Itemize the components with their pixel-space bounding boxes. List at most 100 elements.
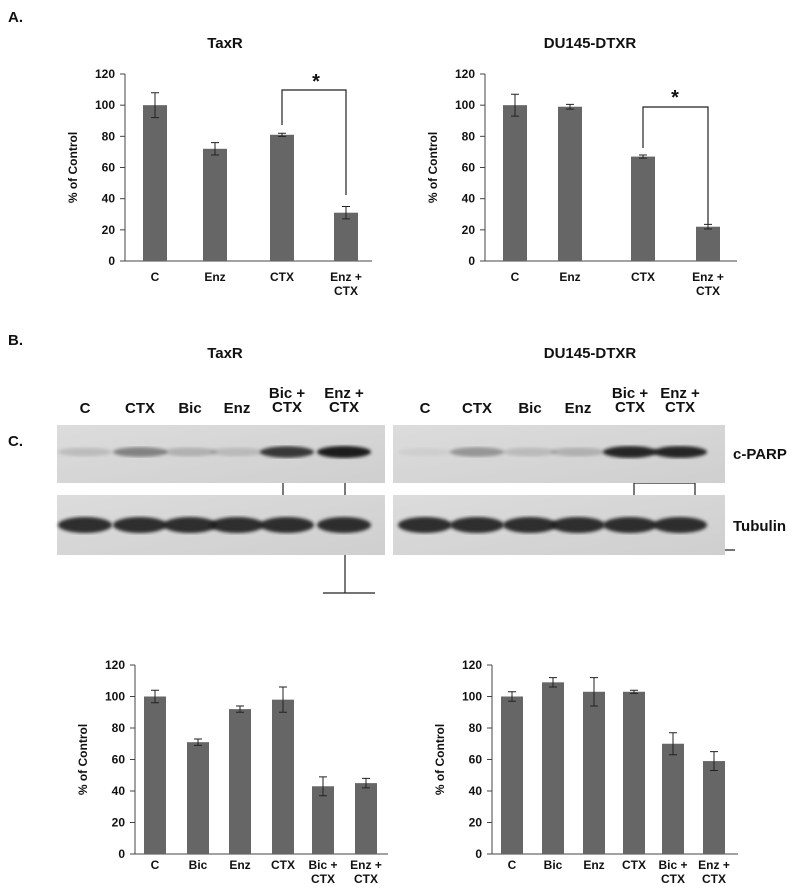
x-tick-label: Enz + CTX: [330, 270, 362, 298]
lane-label: C: [420, 400, 431, 417]
y-tick-label: 80: [102, 129, 116, 143]
blot-band: [551, 517, 605, 533]
x-tick-label: Bic: [544, 858, 563, 872]
error-bar: [279, 686, 287, 713]
y-tick-label: 20: [469, 816, 483, 830]
y-axis-label: % of Control: [76, 724, 90, 795]
y-tick-label: 60: [102, 161, 116, 175]
blot-title: DU145-DTXR: [544, 345, 637, 362]
y-tick-label: 120: [95, 67, 115, 81]
y-tick-label: 60: [469, 753, 483, 767]
x-tick-label: Enz: [583, 858, 604, 872]
chart-title: TaxR: [207, 35, 243, 52]
error-bar: [590, 677, 598, 707]
blot-band: [551, 447, 605, 457]
blot-band: [163, 447, 217, 457]
error-bar: [639, 154, 647, 159]
blot-band: [398, 447, 452, 457]
y-tick-label: 80: [112, 721, 126, 735]
y-tick-label: 0: [118, 847, 125, 861]
blot-band: [210, 517, 264, 533]
lane-label: C: [80, 400, 91, 417]
blot-band: [398, 517, 452, 533]
error-bar: [342, 205, 350, 220]
bar: [203, 148, 227, 261]
blot-title: TaxR: [207, 345, 243, 362]
lane-label: Enz: [565, 400, 592, 417]
significance-star: *: [671, 87, 679, 109]
x-tick-label: Bic: [189, 858, 208, 872]
x-tick-label: CTX: [270, 270, 294, 284]
chart-title: DU145-DTXR: [544, 35, 637, 52]
y-tick-label: 100: [95, 98, 115, 112]
y-tick-label: 120: [105, 658, 125, 672]
bar: [143, 105, 167, 262]
x-tick-label: C: [508, 858, 517, 872]
x-tick-label: Enz: [204, 270, 225, 284]
bar: [334, 212, 358, 261]
lane-label: Bic + CTX: [269, 385, 306, 416]
y-tick-label: 100: [105, 690, 125, 704]
y-tick-label: 60: [462, 161, 476, 175]
error-bar: [211, 142, 219, 156]
error-bar: [151, 92, 159, 119]
bar: [696, 226, 720, 261]
x-tick-label: Enz: [229, 858, 250, 872]
y-axis-label: % of Control: [426, 132, 440, 203]
significance-bracket: [281, 89, 347, 195]
error-bar: [630, 689, 638, 694]
panel-label: A.: [8, 9, 23, 26]
protein-label: c-PARP: [733, 446, 787, 463]
x-tick-label: C: [151, 270, 160, 284]
significance-bracket: [642, 106, 709, 224]
y-tick-label: 40: [102, 192, 116, 206]
bar: [662, 743, 684, 854]
y-tick-label: 40: [469, 784, 483, 798]
y-tick-label: 100: [455, 98, 475, 112]
x-tick-label: Bic + CTX: [308, 858, 337, 886]
lane-label: Bic: [178, 400, 201, 417]
error-bar: [508, 691, 516, 702]
x-tick-label: Enz + CTX: [350, 858, 382, 886]
bar: [144, 696, 166, 854]
x-tick-label: C: [151, 858, 160, 872]
bar: [270, 134, 294, 261]
bar: [703, 761, 725, 854]
lane-label: Enz: [224, 400, 251, 417]
bar: [272, 699, 294, 854]
chart: DU145-DTXR % of Control 0 20 40 60 80 100 120 C En…: [426, 35, 737, 298]
lane-label: Bic + CTX: [612, 385, 649, 416]
error-bar: [278, 132, 286, 137]
blot-band: [58, 517, 112, 533]
blot-band: [113, 447, 167, 457]
bar: [229, 709, 251, 854]
y-tick-label: 20: [462, 223, 476, 237]
error-bar: [151, 689, 159, 704]
blot-band: [260, 517, 314, 533]
blot-band: [653, 517, 707, 533]
x-tick-label: Bic + CTX: [658, 858, 687, 886]
blot-band: [163, 517, 217, 533]
lane-label: Bic: [518, 400, 541, 417]
y-tick-label: 0: [108, 254, 115, 268]
error-bar: [704, 223, 712, 230]
error-bar: [566, 103, 574, 110]
y-tick-label: 20: [102, 223, 116, 237]
x-tick-label: Enz: [559, 270, 580, 284]
y-tick-label: 100: [462, 690, 482, 704]
lane-label: Enz + CTX: [324, 385, 364, 416]
lane-label: CTX: [125, 400, 155, 417]
blot-band: [653, 446, 707, 458]
blot-band: [317, 517, 371, 533]
error-bar: [319, 776, 327, 797]
bar: [623, 691, 645, 854]
x-tick-label: C: [511, 270, 520, 284]
blot-band: [503, 517, 557, 533]
blot-panel: DU145-DTXR C CTX Bic Enz Bic + CTX Enz + CTX: [393, 345, 725, 555]
panel-label: C.: [8, 433, 23, 450]
y-axis-label: % of Control: [433, 724, 447, 795]
lane-label: Enz + CTX: [660, 385, 700, 416]
y-tick-label: 80: [462, 129, 476, 143]
error-bar: [362, 777, 370, 789]
lane-label: CTX: [462, 400, 492, 417]
